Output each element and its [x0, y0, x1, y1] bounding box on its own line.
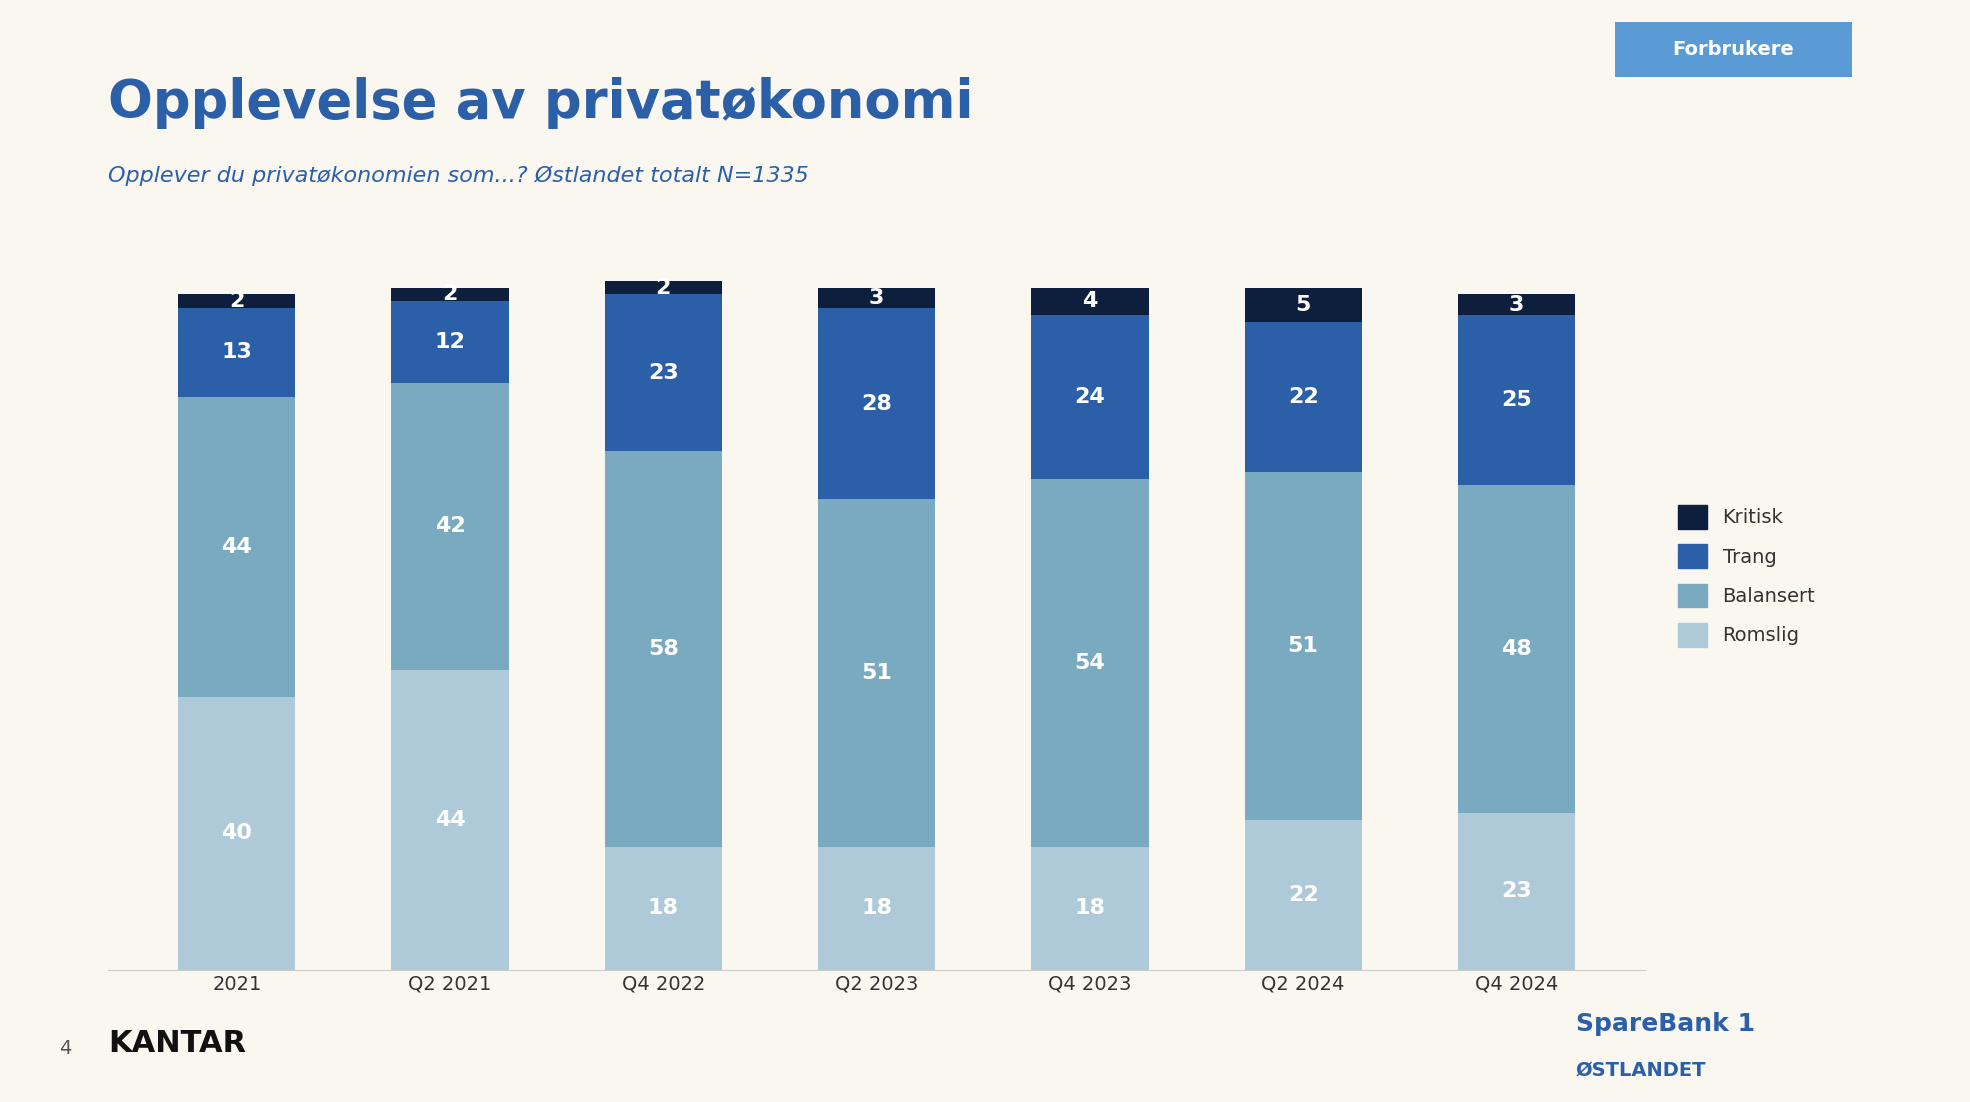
Bar	[1245, 472, 1361, 820]
Bar	[1458, 294, 1576, 315]
Bar	[392, 301, 508, 383]
Bar	[392, 288, 508, 301]
Text: Forbrukere: Forbrukere	[1673, 40, 1795, 60]
Bar	[177, 397, 296, 696]
Text: 42: 42	[435, 517, 465, 537]
Text: 40: 40	[221, 823, 252, 843]
Text: 18: 18	[648, 898, 680, 918]
Text: 51: 51	[861, 663, 892, 683]
Bar	[605, 452, 723, 847]
Bar	[1245, 820, 1361, 970]
Bar	[177, 294, 296, 309]
Text: 2: 2	[229, 291, 244, 311]
Text: 4: 4	[59, 1039, 71, 1058]
Text: 3: 3	[1509, 294, 1525, 315]
Text: KANTAR: KANTAR	[108, 1029, 246, 1058]
Bar	[1245, 322, 1361, 472]
Text: Opplever du privatøkonomien som...? Østlandet totalt N=1335: Opplever du privatøkonomien som...? Østl…	[108, 165, 810, 186]
Text: 25: 25	[1501, 390, 1533, 410]
Text: 18: 18	[1074, 898, 1105, 918]
Text: 5: 5	[1296, 294, 1310, 315]
Text: 51: 51	[1288, 636, 1318, 656]
Bar	[818, 288, 936, 309]
Text: 2: 2	[656, 278, 672, 298]
Text: 44: 44	[435, 810, 465, 830]
Text: 44: 44	[221, 537, 252, 557]
Bar	[1458, 485, 1576, 813]
Bar	[605, 281, 723, 294]
Text: 13: 13	[221, 343, 252, 363]
Legend: Kritisk, Trang, Balansert, Romslig: Kritisk, Trang, Balansert, Romslig	[1671, 497, 1822, 655]
Bar	[1030, 478, 1149, 847]
Text: 23: 23	[1501, 882, 1533, 901]
Text: Opplevelse av privatøkonomi: Opplevelse av privatøkonomi	[108, 77, 973, 129]
Text: 58: 58	[648, 639, 680, 659]
Bar	[1458, 813, 1576, 970]
Bar	[1030, 288, 1149, 315]
Text: SpareBank 1: SpareBank 1	[1576, 1012, 1755, 1036]
Text: 22: 22	[1288, 885, 1318, 905]
Bar	[605, 847, 723, 970]
Text: 24: 24	[1074, 387, 1105, 407]
Bar	[177, 309, 296, 397]
Bar	[818, 499, 936, 847]
Bar	[1458, 315, 1576, 485]
Text: 54: 54	[1074, 652, 1105, 673]
Text: 28: 28	[861, 393, 892, 413]
Text: 23: 23	[648, 363, 680, 382]
Bar	[392, 383, 508, 670]
Bar	[818, 847, 936, 970]
Bar	[1030, 847, 1149, 970]
Text: 12: 12	[435, 332, 465, 353]
Bar	[1030, 315, 1149, 478]
Text: 2: 2	[443, 284, 457, 304]
Text: 22: 22	[1288, 387, 1318, 407]
Text: 4: 4	[1082, 291, 1097, 311]
Text: 48: 48	[1501, 639, 1533, 659]
Text: ØSTLANDET: ØSTLANDET	[1576, 1061, 1706, 1080]
Bar	[392, 670, 508, 970]
Bar	[818, 309, 936, 499]
Bar	[177, 696, 296, 970]
Bar	[605, 294, 723, 452]
Text: 18: 18	[861, 898, 892, 918]
Text: 3: 3	[869, 288, 885, 307]
Bar	[1245, 288, 1361, 322]
